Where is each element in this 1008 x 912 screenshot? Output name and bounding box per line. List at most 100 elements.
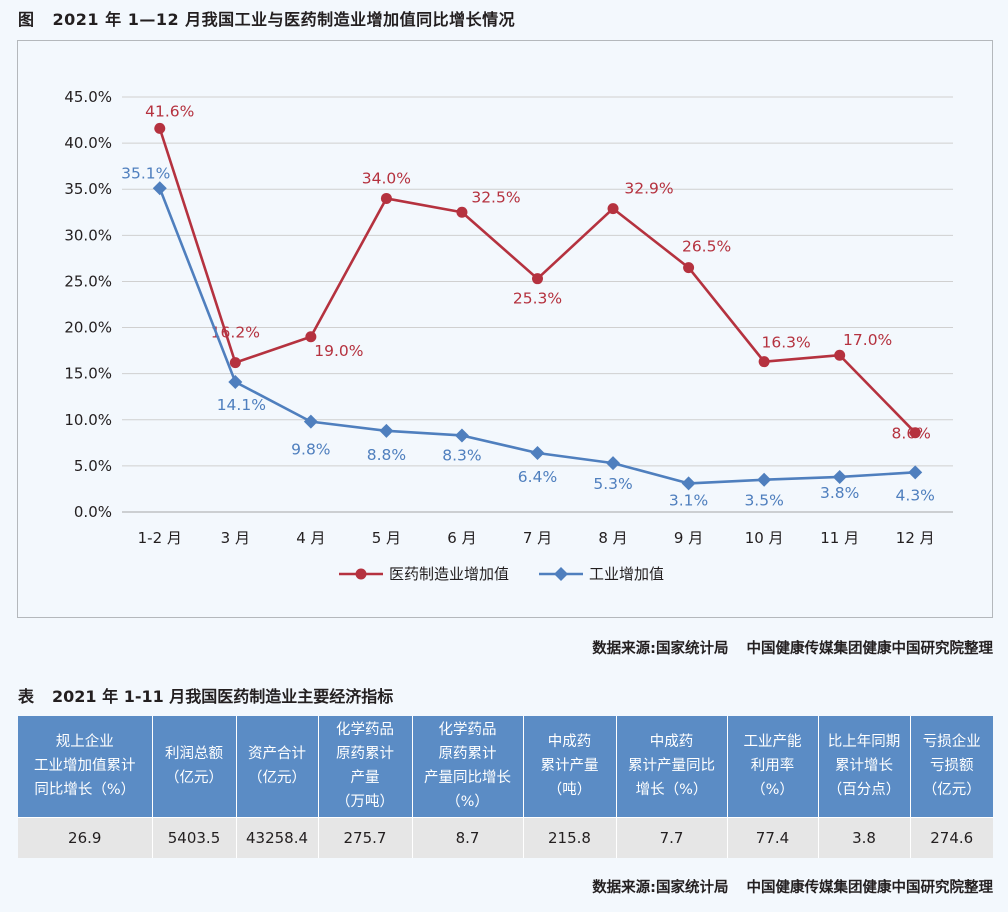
figure-title: 图 2021 年 1—12 月我国工业与医药制造业增加值同比增长情况 (18, 6, 515, 30)
data-point (303, 414, 318, 429)
table-source-right: 中国健康传媒集团健康中国研究院整理 (746, 880, 994, 896)
data-label: 8.3% (442, 446, 481, 464)
data-point (681, 476, 696, 491)
data-label: 6.4% (518, 468, 557, 486)
y-tick-label: 5.0% (74, 457, 112, 475)
table-header-cell: 亏损企业 亏损额 （亿元） (910, 716, 993, 817)
table-cell: 274.6 (910, 816, 993, 858)
y-tick-label: 0.0% (74, 503, 112, 521)
table-label: 表 (18, 687, 35, 706)
x-tick-label: 9 月 (674, 529, 703, 547)
data-label: 16.2% (211, 324, 260, 342)
x-tick-label: 5 月 (372, 529, 401, 547)
legend-label: 工业增加值 (589, 565, 664, 583)
table-header-cell: 资产合计 （亿元） (236, 716, 319, 817)
data-point (530, 445, 545, 460)
x-tick-label: 4 月 (296, 529, 325, 547)
figure-title-text: 2021 年 1—12 月我国工业与医药制造业增加值同比增长情况 (52, 10, 516, 29)
x-tick-label: 11 月 (820, 529, 859, 547)
data-point (834, 349, 846, 361)
table-cell: 8.7 (412, 816, 524, 858)
data-point (454, 428, 469, 443)
data-label: 19.0% (314, 342, 363, 360)
data-label: 35.1% (121, 164, 170, 182)
data-point (758, 356, 770, 368)
data-label: 8.6% (892, 425, 931, 443)
y-tick-label: 10.0% (64, 411, 112, 429)
data-point (305, 331, 317, 343)
table-source: 数据来源:国家统计局 中国健康传媒集团健康中国研究院整理 (592, 876, 993, 897)
data-label: 32.5% (471, 188, 520, 206)
table-header-cell: 化学药品 原药累计 产量 （万吨） (318, 716, 413, 817)
x-tick-label: 1-2 月 (138, 529, 182, 547)
indicator-table: 规上企业 工业增加值累计 同比增长（%） 利润总额 （亿元） 资产合计 （亿元）… (18, 716, 993, 858)
data-label: 4.3% (896, 486, 935, 504)
data-label: 41.6% (145, 102, 194, 120)
data-point (607, 203, 619, 215)
table-header-cell: 中成药 累计产量同比 增长（%） (616, 716, 728, 817)
x-tick-label: 12 月 (896, 529, 935, 547)
data-point (908, 465, 923, 480)
table-header-row: 规上企业 工业增加值累计 同比增长（%） 利润总额 （亿元） 资产合计 （亿元）… (18, 716, 993, 817)
x-tick-label: 6 月 (447, 529, 476, 547)
y-tick-label: 40.0% (64, 134, 112, 152)
table-cell: 5403.5 (152, 816, 237, 858)
table-cell: 43258.4 (236, 816, 319, 858)
x-tick-label: 7 月 (523, 529, 552, 547)
y-tick-label: 25.0% (64, 272, 112, 290)
data-label: 3.1% (669, 491, 708, 509)
data-label: 17.0% (843, 331, 892, 349)
chart-source-left: 数据来源:国家统计局 (592, 641, 729, 657)
table-source-left: 数据来源:国家统计局 (592, 880, 729, 896)
table-cell: 26.9 (18, 816, 153, 858)
data-point (909, 427, 921, 439)
table-cell: 77.4 (727, 816, 819, 858)
legend-label: 医药制造业增加值 (389, 565, 509, 583)
data-label: 14.1% (217, 396, 266, 414)
data-point (757, 472, 772, 487)
data-point (228, 374, 243, 389)
chart-source-right: 中国健康传媒集团健康中国研究院整理 (746, 641, 994, 657)
data-point (456, 206, 468, 218)
data-label: 5.3% (593, 475, 632, 493)
data-point (154, 122, 166, 134)
data-point (532, 273, 543, 285)
line-chart: 0.0% 5.0% 10.0% 15.0% 20.0% 25.0% 30.0% 35.0% 40… (17, 40, 993, 618)
data-label: 8.8% (367, 446, 406, 464)
data-label: 16.3% (762, 334, 811, 352)
data-label: 25.3% (513, 290, 562, 308)
table-row: 26.9 5403.5 43258.4 275.7 8.7 215.8 7.7 … (18, 816, 993, 858)
table-header-cell: 工业产能 利用率 （%） (727, 716, 819, 817)
table-cell: 7.7 (616, 816, 728, 858)
data-label: 34.0% (362, 169, 411, 187)
table-cell: 215.8 (523, 816, 617, 858)
x-tick-label: 8 月 (598, 529, 627, 547)
figure-label: 图 (18, 10, 35, 29)
data-point (229, 357, 241, 369)
table-header-cell: 利润总额 （亿元） (152, 716, 237, 817)
data-point (683, 262, 695, 274)
legend-marker (554, 567, 568, 581)
y-tick-label: 15.0% (64, 365, 112, 383)
table-header-cell: 中成药 累计产量 （吨） (523, 716, 617, 817)
data-label: 32.9% (624, 180, 673, 198)
table-title: 表 2021 年 1-11 月我国医药制造业主要经济指标 (18, 683, 393, 707)
y-tick-label: 20.0% (64, 319, 112, 337)
data-label: 9.8% (291, 441, 330, 459)
y-tick-label: 35.0% (64, 180, 112, 198)
y-tick-label: 45.0% (64, 88, 112, 106)
data-point (152, 181, 167, 196)
x-tick-label: 10 月 (745, 529, 784, 547)
table-header-cell: 规上企业 工业增加值累计 同比增长（%） (18, 716, 153, 817)
table-title-text: 2021 年 1-11 月我国医药制造业主要经济指标 (52, 687, 394, 706)
legend-marker (355, 568, 367, 580)
data-point (832, 469, 847, 484)
data-point (606, 456, 621, 471)
data-point (380, 192, 392, 204)
data-label: 3.8% (820, 484, 859, 502)
data-label: 26.5% (682, 238, 731, 256)
chart-canvas: 0.0% 5.0% 10.0% 15.0% 20.0% 25.0% 30.0% 35.0% 40… (64, 88, 953, 583)
table-cell: 275.7 (318, 816, 413, 858)
chart-source: 数据来源:国家统计局 中国健康传媒集团健康中国研究院整理 (592, 637, 993, 658)
data-point (379, 423, 394, 438)
